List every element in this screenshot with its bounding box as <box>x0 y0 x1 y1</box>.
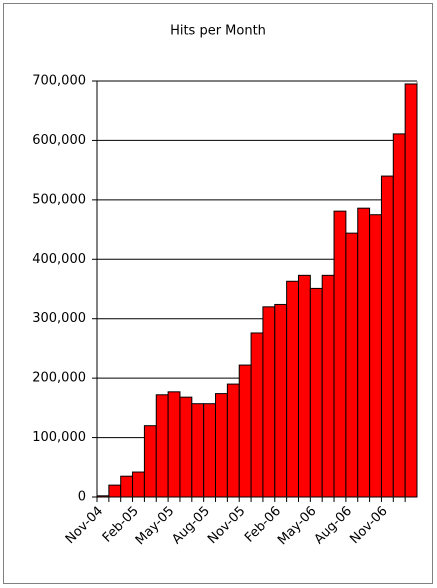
bar <box>309 287 323 498</box>
y-tick-label: 100,000 <box>32 430 86 445</box>
bar <box>143 425 157 498</box>
bar <box>179 396 193 498</box>
y-tick-label: 400,000 <box>32 252 86 267</box>
bar <box>120 475 134 498</box>
bar <box>262 306 276 498</box>
y-tick-label: 200,000 <box>32 371 86 386</box>
bar <box>321 274 335 498</box>
bar <box>167 391 181 498</box>
chart-title: Hits per Month <box>170 24 266 39</box>
bar <box>191 403 205 498</box>
bar <box>404 83 418 498</box>
bar <box>132 471 145 498</box>
bar <box>297 274 311 498</box>
y-tick-label: 700,000 <box>32 74 86 89</box>
bar <box>345 232 359 498</box>
bar <box>203 403 217 498</box>
bar <box>250 332 264 498</box>
bar <box>226 383 240 498</box>
y-tick-label: 600,000 <box>32 133 86 148</box>
bar <box>215 393 228 498</box>
bar <box>238 364 252 498</box>
bar <box>286 280 299 498</box>
bar <box>333 210 347 498</box>
bar <box>357 207 371 498</box>
bar <box>369 214 382 498</box>
bar <box>155 394 169 498</box>
bar <box>392 133 406 498</box>
y-tick-label: 300,000 <box>32 311 86 326</box>
bar <box>274 303 288 498</box>
y-tick-label: 0 <box>78 490 86 505</box>
bar <box>380 175 394 498</box>
y-tick-label: 500,000 <box>32 192 86 207</box>
bar <box>108 484 122 498</box>
